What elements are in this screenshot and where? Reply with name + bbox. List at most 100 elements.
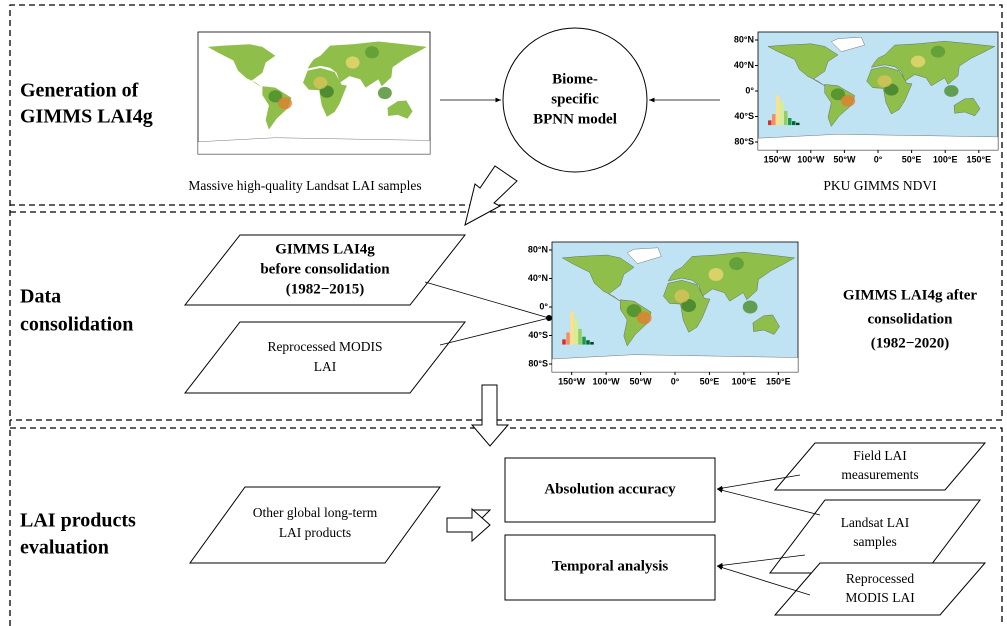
node-text: Field LAI	[853, 448, 907, 463]
arrow	[716, 554, 806, 568]
lai-map: 80°N 40°N 0° 40°S 80°S 150°W 100°W 50°W 0° 50°E 10…	[528, 241, 799, 386]
land-patch	[365, 46, 379, 59]
inset-bar	[566, 332, 570, 345]
land-patch	[377, 86, 392, 100]
junction	[546, 315, 552, 321]
arrow	[716, 474, 801, 491]
section-label: LAI products	[20, 510, 136, 532]
inset-bar	[574, 318, 578, 345]
section-label: GIMMS LAI4g	[20, 106, 153, 128]
temporal-box	[504, 534, 716, 601]
inset-bar	[780, 101, 784, 126]
inset-bar	[570, 311, 574, 345]
land-patch	[742, 300, 758, 314]
node-text: consolidation	[867, 311, 953, 327]
land-patch	[910, 55, 926, 68]
land-patch	[636, 311, 652, 325]
lon-label: 50°E	[700, 376, 720, 386]
land	[561, 254, 635, 302]
lat-label: 40°S	[734, 111, 754, 121]
inset-bar	[582, 336, 586, 345]
land	[953, 97, 981, 117]
section-border	[10, 211, 1003, 421]
node-text: Absolution accuracy	[544, 481, 676, 497]
parallelogram	[773, 562, 987, 616]
parallelogram	[183, 234, 467, 306]
node-text: MODIS LAI	[845, 590, 915, 605]
land-patch	[268, 90, 283, 103]
section-label: Data	[20, 286, 61, 308]
inset-bar	[590, 341, 594, 345]
node-text: Other global long-term	[253, 505, 378, 520]
lon-label: 150°W	[764, 154, 792, 164]
lon-label: 100°W	[797, 154, 825, 164]
accuracy-box	[504, 457, 716, 523]
land-patch	[278, 97, 292, 110]
node-text: samples	[853, 534, 897, 549]
node-text: BPNN model	[533, 111, 617, 127]
node-text: GIMMS LAI4g after	[843, 287, 977, 303]
inset-bar	[768, 120, 772, 126]
caption: PKU GIMMS NDVI	[823, 178, 937, 193]
lon-label: 50°E	[902, 154, 922, 164]
land	[268, 37, 302, 53]
lon-label: 100°E	[732, 376, 757, 386]
inset-bar	[792, 121, 796, 126]
land-patch	[884, 83, 899, 96]
node-text: Reprocessed MODIS	[267, 339, 382, 354]
hollow-arrow	[470, 384, 510, 447]
node-text: (1982−2015)	[286, 281, 365, 297]
lon-label: 100°W	[593, 376, 621, 386]
inset-bar	[788, 118, 792, 126]
node-text: measurements	[841, 467, 918, 482]
section-border	[10, 427, 1003, 626]
lat-label: 40°N	[528, 273, 548, 283]
land-patch	[708, 268, 724, 281]
antarctica	[197, 137, 431, 155]
land-patch	[877, 75, 892, 88]
section-label: Generation of	[20, 80, 139, 102]
lat-label: 80°N	[734, 34, 754, 44]
parallelogram	[183, 321, 467, 394]
lon-label: 150°W	[558, 376, 586, 386]
node-text: Temporal analysis	[552, 558, 669, 574]
parallelogram	[189, 486, 441, 564]
land-patch	[830, 88, 846, 101]
land-patch	[319, 85, 334, 98]
lon-label: 150°E	[966, 154, 991, 164]
node-text: GIMMS LAI4g	[275, 241, 375, 257]
land	[752, 314, 780, 335]
land	[207, 44, 276, 88]
node-text: before consolidation	[260, 261, 390, 277]
inset-bar	[796, 122, 800, 126]
land	[830, 36, 865, 52]
lat-label: 0°	[539, 301, 548, 311]
land	[387, 100, 413, 119]
caption: Massive high-quality Landsat LAI samples	[188, 178, 421, 193]
land-patch	[944, 85, 959, 97]
parallelogram	[773, 442, 987, 491]
lon-label: 150°E	[766, 376, 791, 386]
node-text: specific	[551, 91, 599, 107]
lon-label: 0°	[874, 154, 883, 164]
node-text: (1982−2020)	[871, 335, 950, 351]
land-patch	[681, 299, 697, 313]
inset-bar	[562, 339, 566, 345]
land-patch	[626, 304, 642, 318]
lon-label: 100°E	[933, 154, 958, 164]
lat-label: 40°S	[528, 330, 548, 340]
landsat-map	[197, 31, 431, 155]
land	[767, 43, 839, 86]
inset-bar	[772, 114, 776, 126]
inset-bar	[586, 340, 590, 345]
lon-label: 50°W	[630, 376, 653, 386]
connector	[439, 317, 550, 346]
connector	[424, 281, 550, 319]
land-patch	[313, 76, 328, 89]
lon-label: 0°	[671, 376, 680, 386]
lat-label: 80°N	[528, 244, 548, 254]
hollow-arrow	[464, 165, 518, 226]
inset-bar	[784, 110, 788, 126]
node-text: Landsat LAI	[841, 515, 910, 530]
